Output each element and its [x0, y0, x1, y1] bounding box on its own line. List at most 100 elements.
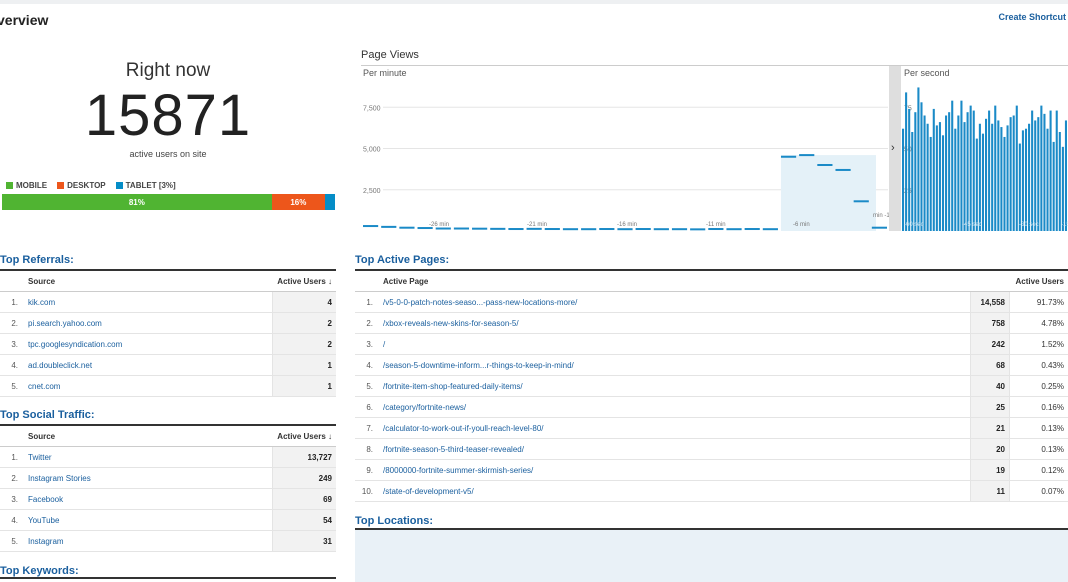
row-index: 5.	[0, 531, 24, 552]
top-active-pages-title: Top Active Pages:	[355, 254, 449, 266]
table-row: 8./fortnite-season-5-third-teaser-reveal…	[355, 439, 1068, 460]
row-index: 2.	[355, 313, 379, 334]
second-bar	[908, 109, 910, 231]
second-bar	[933, 109, 935, 231]
active-users-value: 1	[272, 376, 336, 397]
row-index: 4.	[0, 510, 24, 531]
create-shortcut-link[interactable]: Create Shortcut	[998, 12, 1066, 22]
second-bar	[1050, 111, 1052, 231]
second-bar	[939, 122, 941, 231]
second-bar	[982, 134, 984, 231]
page-link[interactable]: /state-of-development-v5/	[379, 481, 971, 502]
second-bar	[945, 116, 947, 232]
row-index: 3.	[0, 489, 24, 510]
active-users-value: 249	[272, 468, 336, 489]
active-users-value: 2	[272, 334, 336, 355]
row-index: 1.	[0, 292, 24, 313]
page-link[interactable]: /season-5-downtime-inform...r-things-to-…	[379, 355, 971, 376]
col-active-page[interactable]: Active Page	[379, 270, 971, 292]
second-bar	[1062, 147, 1064, 231]
active-users-percent: 0.16%	[1010, 397, 1068, 418]
second-bar	[1007, 125, 1009, 231]
page-link[interactable]: /fortnite-season-5-third-teaser-revealed…	[379, 439, 971, 460]
second-bar	[1037, 117, 1039, 231]
source-link[interactable]: tpc.googlesyndication.com	[24, 334, 272, 355]
page-link[interactable]: /category/fortnite-news/	[379, 397, 971, 418]
active-users-value: 25	[971, 397, 1010, 418]
page-link[interactable]: /fortnite-item-shop-featured-daily-items…	[379, 376, 971, 397]
second-bar	[991, 124, 993, 231]
active-users-count: 15871	[0, 82, 336, 149]
row-index: 4.	[355, 355, 379, 376]
active-users-percent: 0.13%	[1010, 418, 1068, 439]
mobile-swatch	[6, 182, 13, 189]
second-bar	[970, 106, 972, 231]
col-active-users[interactable]: Active Users ↓	[272, 425, 336, 447]
top-keywords-title: Top Keywords:	[0, 565, 79, 577]
active-users-percent: 0.25%	[1010, 376, 1068, 397]
col-source[interactable]: Source	[24, 425, 272, 447]
second-bar	[997, 120, 999, 231]
second-bar	[951, 101, 953, 231]
col-active-users[interactable]: Active Users	[971, 270, 1068, 292]
table-row: 5./fortnite-item-shop-featured-daily-ite…	[355, 376, 1068, 397]
active-users-value: 1	[272, 355, 336, 376]
x-tick-label: -6 min	[793, 222, 810, 228]
second-bar	[936, 125, 938, 231]
source-link[interactable]: ad.doubleclick.net	[24, 355, 272, 376]
second-bar	[924, 116, 926, 232]
source-link[interactable]: Facebook	[24, 489, 272, 510]
y-tick-label: 2,500	[363, 188, 381, 195]
second-bar	[1028, 124, 1030, 231]
second-bar	[1003, 137, 1005, 231]
source-link[interactable]: Instagram	[24, 531, 272, 552]
col-active-users[interactable]: Active Users ↓	[272, 270, 336, 292]
y-tick-label: 7,500	[363, 105, 381, 112]
second-bar	[902, 129, 904, 231]
active-users-value: 21	[971, 418, 1010, 439]
x-tick-label: -16 min	[617, 222, 637, 228]
source-link[interactable]: Twitter	[24, 447, 272, 468]
active-users-percent: 0.43%	[1010, 355, 1068, 376]
source-link[interactable]: YouTube	[24, 510, 272, 531]
page-link[interactable]: /	[379, 334, 971, 355]
source-link[interactable]: Instagram Stories	[24, 468, 272, 489]
source-link[interactable]: cnet.com	[24, 376, 272, 397]
locations-map[interactable]	[355, 528, 1068, 582]
col-source[interactable]: Source	[24, 270, 272, 292]
page-link[interactable]: /calculator-to-work-out-if-youll-reach-l…	[379, 418, 971, 439]
source-link[interactable]: kik.com	[24, 292, 272, 313]
y-tick-label: 5,000	[363, 147, 381, 154]
row-index: 2.	[0, 313, 24, 334]
second-bar	[914, 112, 916, 231]
keywords-divider	[0, 577, 336, 579]
source-link[interactable]: pi.search.yahoo.com	[24, 313, 272, 334]
device-breakdown-bar: 81%16%	[2, 194, 335, 210]
page-link[interactable]: /v5-0-0-patch-notes-seaso...-pass-new-lo…	[379, 292, 971, 313]
row-index: 1.	[355, 292, 379, 313]
active-users-value: 2	[272, 313, 336, 334]
active-users-percent: 0.12%	[1010, 460, 1068, 481]
second-bar	[994, 106, 996, 231]
second-bar	[1013, 116, 1015, 232]
row-index: 5.	[0, 376, 24, 397]
active-users-value: 4	[272, 292, 336, 313]
second-bar	[1016, 106, 1018, 231]
page-link[interactable]: /xbox-reveals-new-skins-for-season-5/	[379, 313, 971, 334]
second-bar	[1025, 129, 1027, 231]
device-bar-segment	[325, 194, 335, 210]
page-link[interactable]: /8000000-fortnite-summer-skirmish-series…	[379, 460, 971, 481]
x-tick-label: -11 min	[706, 222, 726, 228]
active-users-percent: 1.52%	[1010, 334, 1068, 355]
col-index	[0, 270, 24, 292]
active-users-value: 19	[971, 460, 1010, 481]
